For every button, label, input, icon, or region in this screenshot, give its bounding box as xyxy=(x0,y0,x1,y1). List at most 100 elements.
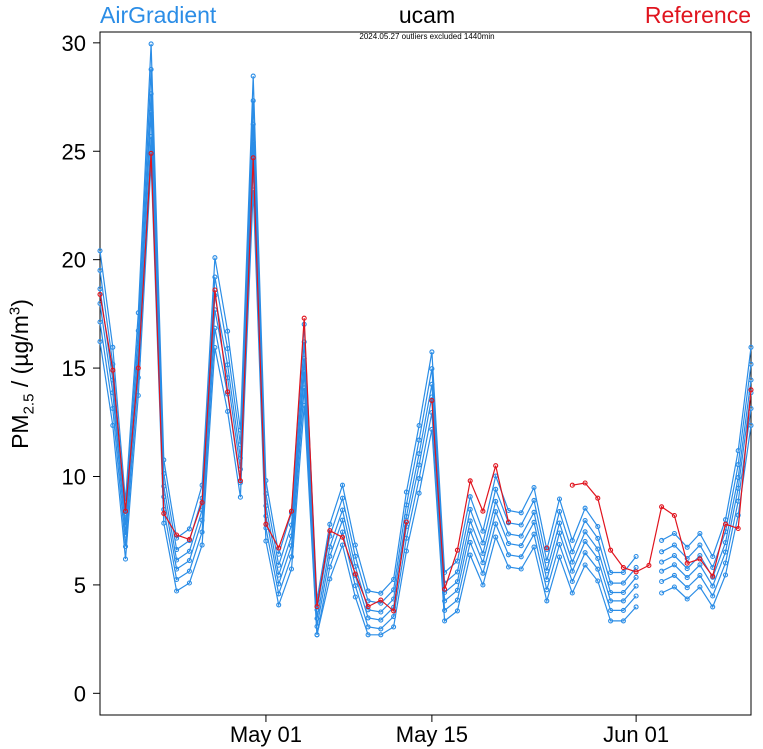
airgradient-sensor-2-point xyxy=(556,509,563,515)
reference-point xyxy=(161,510,167,516)
airgradient-sensor-2-point xyxy=(582,517,588,524)
airgradient-sensor-5-point xyxy=(518,554,524,560)
airgradient-sensor-1-point xyxy=(748,344,754,350)
airgradient-sensor-1-point xyxy=(659,537,665,543)
plot-area: 0 5 10 15 20 25 30 May 01 May 15 Jun 01 xyxy=(62,31,754,747)
airgradient-sensor-3-point xyxy=(595,546,601,552)
airgradient-sensor-4-point xyxy=(620,598,626,604)
airgradient-sensor-4-point xyxy=(186,558,192,564)
airgradient-sensor-2-point xyxy=(378,600,384,606)
airgradient-sensor-4-point xyxy=(148,109,154,115)
airgradient-sensor-6-point xyxy=(250,187,256,193)
airgradient-sensor-1-point xyxy=(378,590,384,596)
airgradient-sensor-1-point xyxy=(582,505,588,511)
airgradient-sensor-5-line xyxy=(661,408,752,598)
airgradient-sensor-2-point xyxy=(569,549,575,555)
airgradient-sensor-3-point xyxy=(569,559,575,565)
airgradient-sensor-1-point xyxy=(556,496,563,502)
airgradient-sensor-3-point xyxy=(493,498,499,504)
airgradient-sensor-4-point xyxy=(531,519,537,525)
airgradient-sensor-4-point xyxy=(339,517,346,523)
reference-point xyxy=(212,287,218,293)
airgradient-sensor-6-line xyxy=(661,425,752,609)
reference-point xyxy=(148,150,154,156)
airgradient-sensor-4-point xyxy=(378,617,384,623)
airgradient-sensor-4-point xyxy=(250,139,256,145)
reference-point xyxy=(684,560,690,566)
airgradient-sensor-1-point xyxy=(595,524,601,530)
reference-point xyxy=(697,556,703,562)
reference-line xyxy=(99,153,407,613)
y-label-main: PM xyxy=(7,414,34,449)
airgradient-sensor-6-point xyxy=(378,632,384,638)
reference-point xyxy=(569,482,575,488)
legend-reference: Reference xyxy=(644,2,751,28)
airgradient-sensor-5-point xyxy=(122,543,129,550)
airgradient-sensor-4-point xyxy=(595,555,601,562)
airgradient-sensor-5-point xyxy=(186,568,192,574)
airgradient-sensor-6-point xyxy=(633,604,639,610)
airgradient-sensor-5-point xyxy=(148,134,154,140)
reference-point xyxy=(595,495,601,501)
airgradient-sensor-5-point xyxy=(352,583,358,589)
airgradient-series-group xyxy=(97,41,754,638)
reference-point xyxy=(748,387,754,393)
airgradient-sensor-2-point xyxy=(595,535,601,541)
airgradient-sensor-1-point xyxy=(186,526,192,532)
airgradient-sensor-4-point xyxy=(671,562,677,568)
x-tick-label: May 15 xyxy=(396,722,468,747)
airgradient-sensor-6-point xyxy=(276,602,282,608)
legend-airgradient: AirGradient xyxy=(100,2,217,28)
airgradient-sensor-3-point xyxy=(748,377,754,383)
reference-point xyxy=(365,604,371,610)
airgradient-sensor-6-point xyxy=(212,345,218,351)
airgradient-sensor-4-line xyxy=(661,392,752,588)
airgradient-sensor-1-point xyxy=(250,73,256,79)
airgradient-sensor-5-point xyxy=(199,529,205,535)
airgradient-sensor-5-point xyxy=(544,587,550,593)
airgradient-sensor-6-line xyxy=(99,162,637,636)
reference-point xyxy=(633,569,639,575)
airgradient-sensor-1-line xyxy=(99,43,637,601)
reference-point xyxy=(174,532,180,538)
airgradient-sensor-4-point xyxy=(416,462,422,468)
reference-point xyxy=(122,508,129,514)
airgradient-sensor-2-point xyxy=(608,580,614,586)
reference-point xyxy=(429,398,435,404)
reference-point xyxy=(225,389,231,395)
reference-point xyxy=(276,545,282,551)
airgradient-sensor-2-line xyxy=(661,364,752,569)
airgradient-sensor-1-point xyxy=(97,248,103,254)
airgradient-sensor-5-point xyxy=(288,554,295,560)
reference-line xyxy=(572,389,752,578)
airgradient-sensor-5-point xyxy=(429,410,435,416)
airgradient-sensor-5-point xyxy=(339,529,346,535)
airgradient-sensor-4-point xyxy=(467,528,473,534)
reference-point xyxy=(97,291,103,297)
reference-point xyxy=(237,478,243,484)
airgradient-sensor-3-point xyxy=(659,559,665,565)
airgradient-sensor-1-point xyxy=(633,553,639,560)
airgradient-sensor-6-point xyxy=(454,608,460,614)
airgradient-sensor-6-point xyxy=(237,494,243,500)
airgradient-sensor-6-point xyxy=(403,548,409,554)
airgradient-sensor-4-point xyxy=(684,575,690,581)
airgradient-sensor-5-point xyxy=(531,531,537,537)
airgradient-sensor-5-point xyxy=(608,607,614,613)
reference-point xyxy=(480,508,486,514)
airgradient-sensor-2-point xyxy=(429,366,435,372)
reference-point xyxy=(403,519,409,525)
airgradient-sensor-2-point xyxy=(531,497,537,503)
airgradient-sensor-2-point xyxy=(212,274,218,280)
airgradient-sensor-6-point xyxy=(659,590,665,596)
reference-point xyxy=(391,608,397,614)
reference-point xyxy=(710,573,716,579)
airgradient-sensor-2-line xyxy=(99,69,637,611)
airgradient-sensor-4-point xyxy=(556,530,563,536)
airgradient-sensor-5-point xyxy=(710,593,716,599)
y-tick-label: 15 xyxy=(62,356,86,381)
airgradient-sensor-6-point xyxy=(199,542,205,548)
plot-frame xyxy=(99,31,752,716)
airgradient-sensor-6-point xyxy=(556,554,563,560)
airgradient-sensor-3-point xyxy=(505,531,512,537)
